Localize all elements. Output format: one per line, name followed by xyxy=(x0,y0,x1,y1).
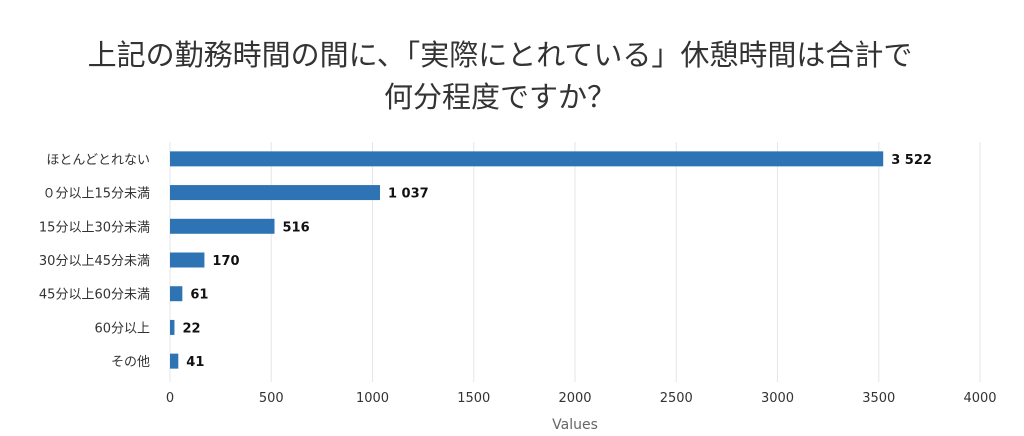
x-tick-label-2500: 2500 xyxy=(660,391,693,406)
x-tick-label-2000: 2000 xyxy=(558,391,591,406)
x-tick-label-0: 0 xyxy=(166,391,174,406)
x-axis-title: Values xyxy=(552,417,598,433)
bars xyxy=(170,151,884,369)
value-label-0: 3 522 xyxy=(891,153,932,168)
x-tick-label-1000: 1000 xyxy=(356,391,389,406)
chart-title: 上記の勤務時間の間に、「実際にとれている」休憩時間は合計で 何分程度ですか？ xyxy=(0,34,1000,118)
x-tick-label-3500: 3500 xyxy=(862,391,895,406)
category-label-5: 60分以上 xyxy=(94,321,150,336)
value-label-4: 61 xyxy=(190,288,208,303)
value-label-5: 22 xyxy=(182,321,200,336)
bar-1 xyxy=(170,185,380,201)
category-label-2: 15分以上30分未満 xyxy=(39,220,150,235)
x-tick-label-4000: 4000 xyxy=(963,391,996,406)
x-tick-label-1500: 1500 xyxy=(457,391,490,406)
category-label-6: その他 xyxy=(111,355,150,370)
bar-5 xyxy=(170,319,175,335)
category-label-3: 30分以上45分未満 xyxy=(39,254,150,269)
bar-3 xyxy=(170,252,205,268)
bar-6 xyxy=(170,353,179,369)
chart-title-line-1: 上記の勤務時間の間に、「実際にとれている」休憩時間は合計で xyxy=(87,38,913,72)
value-label-1: 1 037 xyxy=(388,187,429,202)
category-label-0: ほとんどとれない xyxy=(46,153,150,168)
value-label-6: 41 xyxy=(186,355,204,370)
category-label-4: 45分以上60分未満 xyxy=(39,288,150,303)
x-tick-label-3000: 3000 xyxy=(761,391,794,406)
category-label-1: ０分以上15分未満 xyxy=(42,187,150,202)
bar-2 xyxy=(170,218,275,234)
value-label-3: 170 xyxy=(212,254,239,269)
labels: 0 500 1000 1500 2000 2500 3000 3500 4000 ほとんどとれない… xyxy=(39,153,997,406)
x-tick-label-500: 500 xyxy=(259,391,284,406)
bar-0 xyxy=(170,151,884,167)
grid-lines xyxy=(169,142,981,382)
chart-title-line-2: 何分程度ですか？ xyxy=(383,80,616,114)
bar-4 xyxy=(170,286,183,302)
value-label-2: 516 xyxy=(282,220,309,235)
